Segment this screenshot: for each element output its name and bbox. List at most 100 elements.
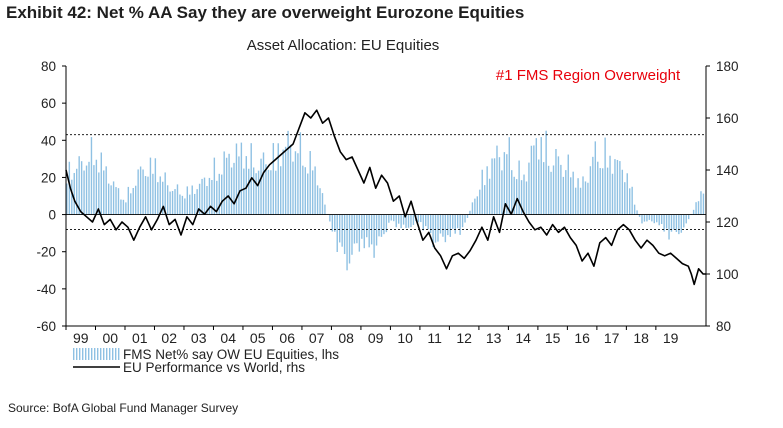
bar <box>695 202 697 215</box>
x-tick-label: 15 <box>545 330 561 346</box>
bar <box>162 181 164 215</box>
legend-bar-stripe <box>106 348 108 360</box>
bar <box>557 156 560 215</box>
bar <box>474 198 476 215</box>
bar <box>127 186 130 215</box>
bar <box>368 214 370 248</box>
y-right-tick-label: 140 <box>716 163 739 178</box>
bar <box>520 180 523 215</box>
y-right-ticks: 180 160 140 120 100 80 <box>706 59 739 334</box>
bar <box>201 178 203 215</box>
bar <box>604 137 606 215</box>
bar <box>496 145 498 215</box>
bar <box>235 143 238 215</box>
bar <box>461 214 464 228</box>
bar <box>336 214 338 252</box>
bar <box>629 188 631 215</box>
bar <box>137 169 139 215</box>
x-tick-label: 00 <box>102 330 118 346</box>
bar <box>550 171 552 215</box>
bar <box>147 176 149 215</box>
legend-bar-stripe <box>100 348 102 360</box>
bar <box>319 188 321 215</box>
bar <box>577 178 579 215</box>
x-tick-label: 05 <box>250 330 266 346</box>
bar <box>348 214 351 264</box>
bar <box>678 214 680 235</box>
bar <box>196 189 198 215</box>
bar <box>169 191 171 215</box>
bar <box>255 173 257 215</box>
bar <box>518 160 520 215</box>
bar <box>110 185 112 215</box>
bar <box>107 183 110 215</box>
bar <box>225 157 228 215</box>
bar <box>594 141 596 215</box>
bar <box>565 170 567 215</box>
bar <box>260 158 262 215</box>
performance-line <box>65 109 706 286</box>
bar <box>179 194 181 215</box>
bar <box>343 214 346 255</box>
bar <box>631 186 633 215</box>
bar <box>120 199 122 215</box>
x-tick-label: 04 <box>220 330 236 346</box>
bar <box>685 214 687 224</box>
bar <box>117 188 120 215</box>
bar <box>358 214 361 252</box>
x-tick-label: 13 <box>486 330 502 346</box>
bar <box>439 214 442 234</box>
bar <box>547 165 550 215</box>
bar <box>429 214 432 234</box>
bar <box>159 176 161 215</box>
bar <box>309 151 311 215</box>
bar <box>191 185 193 215</box>
x-tick-label: 19 <box>663 330 679 346</box>
x-tick-label: 12 <box>456 330 472 346</box>
y-left-tick-label: -40 <box>36 282 56 297</box>
bar <box>638 214 641 217</box>
bar <box>206 186 208 215</box>
y-left-tick-label: -20 <box>36 245 56 260</box>
bar <box>660 214 663 224</box>
bar <box>85 165 88 215</box>
bar <box>139 166 142 215</box>
bar <box>552 165 555 215</box>
bar <box>351 214 353 255</box>
bar <box>508 137 510 215</box>
bar <box>523 174 525 215</box>
y-left-tick-label: 80 <box>41 59 56 74</box>
x-tick-label: 16 <box>574 330 590 346</box>
bar <box>528 162 530 215</box>
bar <box>560 164 562 215</box>
bar <box>83 170 85 215</box>
bar <box>383 214 385 235</box>
bar <box>103 170 105 215</box>
bar <box>346 214 348 271</box>
bar <box>447 214 449 236</box>
bar <box>267 169 270 215</box>
bar <box>663 214 665 232</box>
bar <box>272 143 275 215</box>
x-tick-label: 01 <box>132 330 148 346</box>
bar <box>230 167 233 215</box>
legend-bar-stripe <box>115 348 117 360</box>
bar <box>324 204 326 215</box>
bar <box>321 193 324 215</box>
bar <box>658 214 660 226</box>
bar <box>646 214 648 222</box>
bar <box>270 170 272 215</box>
bar <box>361 214 363 239</box>
bar <box>112 181 115 215</box>
legend-bar-stripe <box>88 348 90 360</box>
bar <box>314 166 316 215</box>
bar <box>466 214 469 218</box>
bar <box>459 214 461 235</box>
bar <box>95 159 98 215</box>
bar <box>329 214 331 222</box>
x-tick-label: 03 <box>191 330 207 346</box>
bar <box>122 199 125 215</box>
bar <box>93 165 95 215</box>
bar <box>511 170 513 215</box>
bar <box>189 194 191 215</box>
